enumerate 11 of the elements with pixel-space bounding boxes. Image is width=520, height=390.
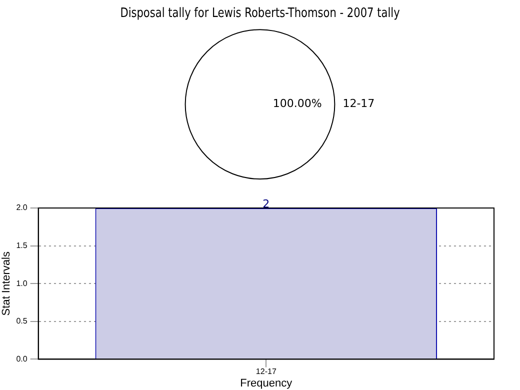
y-axis-title: Stat Intervals [0,251,13,316]
data-label: 2 [262,197,270,210]
y-tick-label: 0.5 [16,316,28,326]
y-tick-label: 1.5 [16,241,28,250]
y-tick-label: 0.0 [16,354,28,364]
x-axis-title: Frequency [240,377,293,390]
chart-title: Disposal tally for Lewis Roberts-Thomson - 2007 tally [120,5,400,20]
y-tick-label: 1.0 [16,278,28,288]
data-label: 100.00% [272,97,322,110]
y-tick-label: 2.0 [16,203,28,212]
slice-label: 12-17 [342,97,375,110]
